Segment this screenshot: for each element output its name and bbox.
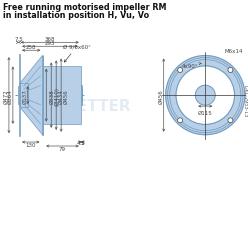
Text: Free running motorised impeller RM: Free running motorised impeller RM	[3, 3, 166, 12]
Text: 1: 1	[80, 140, 83, 145]
Text: Ø115: Ø115	[198, 110, 213, 116]
Circle shape	[228, 118, 233, 123]
Circle shape	[195, 86, 215, 106]
Text: 293: 293	[45, 40, 55, 46]
Text: Ø 9/6x60°: Ø 9/6x60°	[63, 45, 91, 63]
Text: Ø364: Ø364	[8, 88, 13, 103]
Bar	[42, 56, 43, 135]
Bar	[43, 67, 81, 125]
Bar	[81, 86, 82, 106]
Text: 7.5: 7.5	[14, 37, 23, 42]
Text: Ø472: Ø472	[4, 88, 9, 103]
Text: 258: 258	[26, 45, 36, 50]
Text: 4.5: 4.5	[77, 140, 86, 145]
Text: Ø456: Ø456	[64, 88, 69, 103]
Text: L-KL-2953-13: L-KL-2953-13	[243, 85, 248, 117]
Text: VETTER: VETTER	[66, 98, 132, 113]
Circle shape	[178, 118, 183, 123]
Text: Ø456: Ø456	[159, 88, 164, 103]
Circle shape	[228, 68, 233, 73]
Text: 130: 130	[26, 142, 36, 147]
Polygon shape	[20, 56, 43, 135]
Text: in installation position H, Vu, Vo: in installation position H, Vu, Vo	[3, 11, 149, 20]
Text: 79: 79	[59, 146, 66, 151]
Text: Ø434: Ø434	[59, 88, 64, 103]
Bar	[18, 87, 19, 104]
Text: Ø338: Ø338	[49, 88, 54, 103]
Text: 368: 368	[45, 37, 55, 42]
Text: M6x14: M6x14	[224, 48, 243, 53]
Bar	[20, 84, 28, 108]
Text: Ø137: Ø137	[23, 88, 28, 103]
Circle shape	[178, 68, 183, 73]
Bar	[19, 55, 20, 137]
Text: (Ø410): (Ø410)	[55, 86, 60, 105]
Text: 4x90°: 4x90°	[182, 63, 201, 69]
